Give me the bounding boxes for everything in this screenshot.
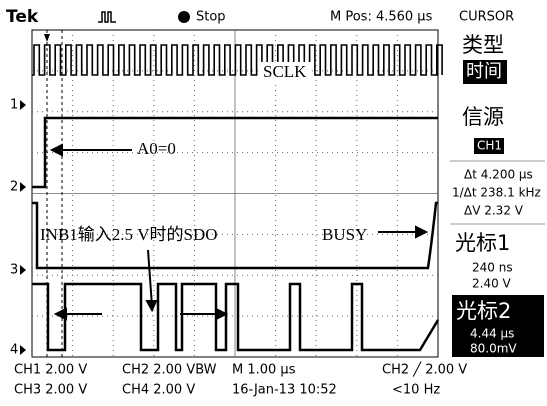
annotation: INB1输入2.5 V时的SDO — [40, 225, 218, 244]
cursor1-time: 240 ns — [472, 261, 513, 275]
brand: Tek — [6, 7, 39, 27]
delta-v: ΔV 2.32 V — [464, 204, 524, 218]
trigger: CH2 ╱ 2.00 V — [382, 361, 467, 378]
source-label: 信源 — [462, 105, 504, 129]
channel-marker: 4 — [10, 343, 18, 358]
timebase: M 1.00 µs — [232, 363, 296, 378]
ch3-setting: CH3 2.00 V — [14, 383, 87, 398]
status: Stop — [196, 10, 226, 25]
ch4-setting: CH4 2.00 V — [122, 383, 195, 398]
frequency: <10 Hz — [392, 383, 440, 398]
panel-title: CURSOR — [459, 10, 514, 25]
stop-icon — [178, 11, 190, 23]
type-label: 类型 — [462, 33, 504, 57]
inverse-delta-t: 1/Δt 238.1 kHz — [452, 186, 541, 200]
channel-marker: 3 — [10, 263, 18, 278]
channel-marker: 1 — [10, 98, 18, 113]
channel-marker: 2 — [10, 180, 18, 195]
cursor2-time: 4.44 µs — [470, 327, 514, 341]
cursor1-voltage: 2.40 V — [472, 277, 512, 291]
source-value: CH1 — [477, 139, 502, 153]
position: M Pos: 4.560 µs — [330, 10, 433, 25]
date: 16-Jan-13 10:52 — [232, 383, 337, 398]
delta-t: Δt 4.200 µs — [464, 168, 533, 182]
annotation: A0=0 — [137, 139, 176, 158]
cursor2-label: 光标2 — [456, 299, 511, 323]
oscilloscope-screen: Tek Stop M Pos: 4.560 µs CURSOR 1 2 3 4 … — [0, 0, 547, 402]
ch2-setting: CH2 2.00 VBW — [122, 363, 217, 378]
cursor2-voltage: 80.0mV — [470, 342, 517, 356]
annotation: BUSY — [322, 225, 367, 244]
annotation: SCLK — [263, 62, 307, 81]
type-value: 时间 — [466, 61, 502, 82]
cursor1-label: 光标1 — [455, 231, 510, 255]
ch1-setting: CH1 2.00 V — [14, 363, 87, 378]
